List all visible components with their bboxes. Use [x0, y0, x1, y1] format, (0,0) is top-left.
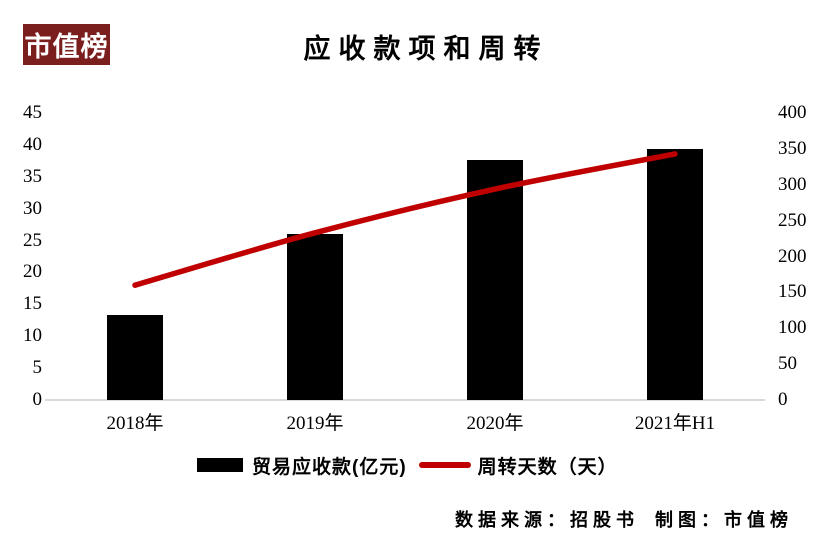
left-axis-tick-35: 35 [23, 165, 42, 187]
right-axis-tick-250: 250 [778, 209, 807, 231]
x-label-2018年: 2018年 [106, 413, 164, 434]
line-legend-swatch [418, 462, 471, 468]
right-axis-tick-300: 300 [778, 173, 807, 195]
left-axis-tick-5: 5 [32, 357, 43, 379]
bar-2018年 [107, 315, 163, 400]
footer-credits: 数据来源：招股书 制图：市值榜 [455, 506, 793, 532]
bar-legend-swatch [197, 458, 243, 472]
turnover-line [132, 151, 678, 288]
right-axis-tick-150: 150 [778, 281, 807, 303]
chart-maker-label: 制图：市值榜 [655, 510, 793, 530]
left-axis-tick-20: 20 [23, 261, 42, 283]
x-label-2019年: 2019年 [286, 413, 344, 434]
right-axis-tick-50: 50 [778, 353, 797, 375]
left-axis-tick-10: 10 [23, 325, 42, 347]
site-logo: 市值榜 [23, 24, 110, 65]
right-axis-tick-0: 0 [778, 389, 788, 410]
left-axis-tick-45: 45 [23, 102, 42, 123]
left-axis-tick-40: 40 [23, 133, 42, 155]
x-axis-line [45, 399, 765, 401]
bar-2019年 [287, 234, 343, 400]
left-axis-tick-30: 30 [23, 197, 42, 219]
bar-2021年H1 [647, 149, 703, 400]
bar-2020年 [467, 160, 523, 400]
x-label-2021年H1: 2021年H1 [634, 413, 716, 434]
bar-legend-label: 贸易应收款(亿元) [252, 456, 407, 478]
chart-title: 应收款项和周转 [303, 34, 549, 64]
right-axis-tick-400: 400 [778, 102, 807, 123]
legend: 贸易应收款(亿元) 周转天数（天） [197, 452, 618, 478]
x-label-2020年: 2020年 [466, 413, 524, 434]
right-axis-tick-100: 100 [778, 317, 807, 339]
left-axis-tick-25: 25 [23, 229, 42, 251]
data-source-label: 数据来源：招股书 [455, 510, 639, 530]
left-axis-tick-15: 15 [23, 293, 42, 315]
right-axis-tick-200: 200 [778, 245, 807, 267]
left-axis-tick-0: 0 [32, 389, 43, 410]
right-axis-tick-350: 350 [778, 137, 807, 159]
line-legend-label: 周转天数（天） [477, 456, 618, 478]
